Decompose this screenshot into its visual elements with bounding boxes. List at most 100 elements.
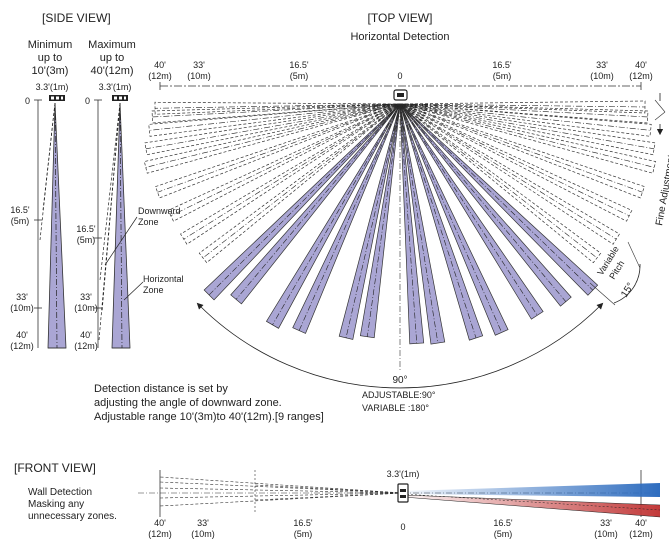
- active-zone-12-centerline: [399, 103, 593, 291]
- side-16-ft-max: 16.5': [76, 224, 96, 234]
- coverage-angle: 90°: [392, 375, 407, 386]
- side-zero-max: 0: [85, 96, 90, 106]
- sensor-icon-front: [397, 483, 409, 503]
- masked-zone-9: [399, 103, 602, 264]
- masked-zone-6: [148, 103, 401, 137]
- minimum-label-3: 10'(3m): [32, 65, 69, 77]
- maximum-label-2: up to: [100, 52, 124, 64]
- top-scale-ft-6: 40': [635, 60, 647, 70]
- masked-zone-1-centerline: [183, 103, 401, 240]
- masked-zone-16-centerline: [399, 103, 648, 118]
- side-view: [SIDE VIEW] Minimum up to 10'(3m) 3.3'(1…: [10, 11, 183, 351]
- side-33-ft-max: 33': [80, 292, 92, 302]
- maximum-height: 3.3'(1m): [99, 82, 132, 92]
- top-scale-m-4: (5m): [493, 71, 512, 81]
- front-scale-m-1: (10m): [191, 529, 215, 539]
- masked-zone-4: [143, 103, 401, 174]
- note-line-1: Detection distance is set by: [94, 383, 228, 395]
- active-zone-10: [399, 103, 544, 320]
- masked-zone-15: [399, 103, 652, 137]
- masked-zone-3-centerline: [157, 103, 401, 193]
- front-scale-m-4: (5m): [494, 529, 513, 539]
- active-zone-4-centerline: [345, 103, 401, 338]
- active-zone-6: [399, 103, 425, 345]
- top-scale-m-6: (12m): [629, 71, 653, 81]
- side-40-m-min: (12m): [10, 341, 34, 351]
- horizontal-zone-label-1: Horizontal: [143, 274, 184, 284]
- fine-adjustment-label: Fine Adjustment: [654, 154, 669, 227]
- active-zone-5-centerline: [366, 103, 401, 337]
- front-view: [FRONT VIEW] Wall Detection Masking any …: [14, 461, 661, 539]
- side-view-title: [SIDE VIEW]: [42, 11, 111, 25]
- maximum-label-1: Maximum: [88, 39, 136, 51]
- masked-zone-11-centerline: [399, 103, 630, 217]
- front-view-title: [FRONT VIEW]: [14, 461, 96, 475]
- active-zone-1: [230, 103, 401, 305]
- masked-zone-15-centerline: [399, 103, 651, 131]
- coverage-arc: [196, 302, 604, 389]
- downward-zone-label-2: Zone: [138, 217, 159, 227]
- side-33-m-max: (10m): [74, 303, 98, 313]
- active-zone-7: [399, 103, 446, 345]
- wall-line-1: Wall Detection: [28, 487, 92, 498]
- top-scale-m-2: (5m): [290, 71, 309, 81]
- front-scale-ft-1: 33': [197, 518, 209, 528]
- front-scale-ft-5: 33': [600, 518, 612, 528]
- masked-zone-0: [198, 103, 401, 264]
- active-zone-9-centerline: [399, 103, 502, 333]
- masked-zone-0-centerline: [202, 103, 401, 259]
- active-zone-9: [399, 103, 509, 336]
- side-zero-min: 0: [25, 96, 30, 106]
- active-zone-3-centerline: [298, 103, 401, 331]
- maximum-label-3: 40'(12m): [90, 65, 133, 77]
- minimum-label-2: up to: [38, 52, 62, 64]
- wall-line-2: Masking any: [28, 499, 84, 510]
- minimum-height: 3.3'(1m): [36, 82, 69, 92]
- top-scale-ft-4: 16.5': [492, 60, 512, 70]
- masked-zone-5-centerline: [145, 103, 401, 150]
- masked-zone-6-centerline: [149, 103, 401, 131]
- masked-zone-8: [154, 101, 401, 115]
- front-scale-ft-0: 40': [154, 518, 166, 528]
- active-zone-1-centerline: [235, 103, 401, 300]
- active-zone-10-centerline: [399, 103, 538, 316]
- front-scale-ft-6: 40': [635, 518, 647, 528]
- top-scale-m-5: (10m): [590, 71, 614, 81]
- masked-zone-17-centerline: [399, 103, 645, 108]
- active-zone-8: [399, 103, 484, 341]
- side-16-m-max: (5m): [77, 235, 96, 245]
- masked-zone-1: [180, 103, 401, 245]
- top-scale-ft-3: 0: [397, 71, 402, 81]
- active-zone-11: [399, 103, 572, 307]
- wall-zone-red: [403, 495, 660, 517]
- top-scale-ft-0: 40': [154, 60, 166, 70]
- front-scale-m-6: (12m): [629, 529, 653, 539]
- front-scale-m-2: (5m): [294, 529, 313, 539]
- masked-zone-14-centerline: [399, 103, 655, 150]
- masked-zone-13: [399, 103, 657, 174]
- top-view: [TOP VIEW] Horizontal Detection 40' (12m…: [143, 11, 669, 413]
- active-zone-0-centerline: [208, 103, 401, 296]
- top-scale-m-1: (10m): [187, 71, 211, 81]
- masked-zone-7-centerline: [152, 103, 401, 118]
- variable-label: VARIABLE :180°: [362, 403, 429, 413]
- side-40-ft-min: 40': [16, 330, 28, 340]
- downward-zone-label-1: Downward: [138, 206, 181, 216]
- front-scale-m-5: (10m): [594, 529, 618, 539]
- masked-zone-10: [399, 103, 620, 245]
- side-40-ft-max: 40': [80, 330, 92, 340]
- top-scale-ft-5: 33': [596, 60, 608, 70]
- active-zone-8-centerline: [399, 103, 477, 339]
- top-scale-m-0: (12m): [148, 71, 172, 81]
- side-33-m-min: (10m): [10, 303, 34, 313]
- front-height: 3.3'(1m): [387, 469, 420, 479]
- top-view-fan: [143, 100, 657, 345]
- minimum-label-1: Minimum: [28, 39, 73, 51]
- side-40-m-max: (12m): [74, 341, 98, 351]
- active-zone-11-centerline: [399, 103, 567, 302]
- note-line-3: Adjustable range 10'(3m)to 40'(12m).[9 r…: [94, 411, 324, 423]
- pitch-angle-label: 15°: [619, 281, 636, 300]
- wall-zone-blue: [403, 483, 660, 497]
- masked-zones: [159, 470, 404, 512]
- top-scale-ft-2: 16.5': [289, 60, 309, 70]
